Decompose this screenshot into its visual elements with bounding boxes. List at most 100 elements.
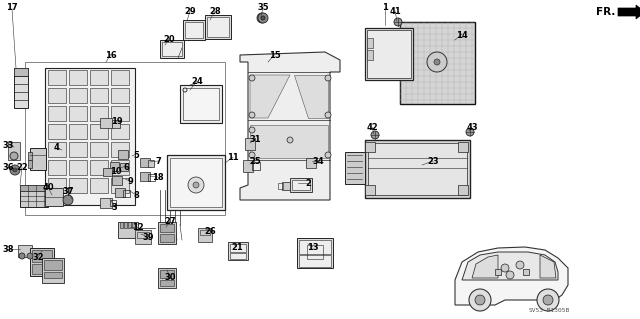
Bar xyxy=(183,20,205,40)
Bar xyxy=(160,224,174,232)
Bar xyxy=(367,30,411,78)
Circle shape xyxy=(10,165,20,175)
Bar xyxy=(30,148,46,170)
Bar xyxy=(69,70,87,85)
Polygon shape xyxy=(240,52,340,200)
Text: 5: 5 xyxy=(133,151,139,160)
Circle shape xyxy=(287,137,293,143)
Bar xyxy=(365,142,375,152)
Circle shape xyxy=(249,112,255,118)
Bar xyxy=(48,106,66,121)
Text: 11: 11 xyxy=(227,153,239,162)
Bar xyxy=(162,42,182,56)
Text: 22: 22 xyxy=(16,164,28,173)
Text: 8: 8 xyxy=(133,191,139,201)
Bar xyxy=(180,85,222,123)
Bar xyxy=(148,160,154,167)
Text: 27: 27 xyxy=(164,218,176,226)
Bar xyxy=(111,178,129,193)
Bar xyxy=(111,142,129,157)
Bar xyxy=(228,242,248,260)
Bar xyxy=(230,253,246,259)
Bar xyxy=(282,182,290,190)
Bar xyxy=(103,168,112,176)
Text: 23: 23 xyxy=(427,158,439,167)
Text: 41: 41 xyxy=(389,8,401,17)
Bar xyxy=(345,152,365,184)
Bar xyxy=(118,222,138,238)
Circle shape xyxy=(19,253,25,259)
Bar xyxy=(14,68,28,76)
Circle shape xyxy=(261,16,265,20)
Bar xyxy=(458,185,468,195)
Text: 18: 18 xyxy=(152,174,164,182)
Bar xyxy=(367,50,373,60)
Text: 25: 25 xyxy=(249,158,261,167)
Bar xyxy=(45,68,135,205)
Bar xyxy=(20,185,48,207)
Bar xyxy=(69,160,87,175)
Text: 29: 29 xyxy=(184,8,196,17)
Bar xyxy=(140,158,150,167)
Bar xyxy=(160,270,174,278)
Circle shape xyxy=(516,261,524,269)
Bar xyxy=(170,158,222,207)
Bar xyxy=(245,138,255,150)
Text: 2: 2 xyxy=(305,180,311,189)
Circle shape xyxy=(257,150,267,160)
Circle shape xyxy=(469,289,491,311)
Bar xyxy=(365,28,413,80)
Circle shape xyxy=(249,127,255,133)
Bar xyxy=(306,158,316,168)
Bar xyxy=(252,162,260,170)
Bar xyxy=(111,124,129,139)
Bar xyxy=(299,255,331,267)
Bar xyxy=(297,238,333,268)
Polygon shape xyxy=(462,252,558,280)
Bar xyxy=(111,106,129,121)
Bar xyxy=(167,155,225,210)
Bar xyxy=(207,17,229,37)
Text: 13: 13 xyxy=(307,243,319,253)
Polygon shape xyxy=(540,255,556,278)
Bar xyxy=(115,188,125,197)
Bar xyxy=(365,185,375,195)
Text: FR.: FR. xyxy=(596,7,616,17)
Bar xyxy=(367,38,373,48)
Bar xyxy=(90,88,108,103)
Circle shape xyxy=(434,59,440,65)
Bar xyxy=(90,106,108,121)
Text: 34: 34 xyxy=(312,158,324,167)
Bar xyxy=(48,124,66,139)
Bar xyxy=(18,245,32,257)
Text: 21: 21 xyxy=(231,243,243,253)
Circle shape xyxy=(260,153,264,157)
Text: 4: 4 xyxy=(53,144,59,152)
Bar xyxy=(8,142,20,160)
Circle shape xyxy=(427,52,447,72)
Circle shape xyxy=(260,16,264,20)
Bar xyxy=(28,160,32,168)
Bar xyxy=(45,188,63,206)
Polygon shape xyxy=(250,125,328,158)
Text: 26: 26 xyxy=(204,227,216,236)
Bar xyxy=(243,160,253,172)
Bar xyxy=(230,244,246,252)
Bar xyxy=(158,268,176,288)
Text: 15: 15 xyxy=(269,50,281,60)
Text: 32: 32 xyxy=(32,254,44,263)
Circle shape xyxy=(475,295,485,305)
Bar xyxy=(200,230,210,235)
Circle shape xyxy=(371,131,379,139)
Bar xyxy=(28,152,32,160)
Text: 36: 36 xyxy=(2,164,14,173)
Bar xyxy=(42,258,64,283)
Text: 39: 39 xyxy=(142,234,154,242)
Bar xyxy=(110,162,119,171)
Bar xyxy=(111,70,129,85)
Polygon shape xyxy=(250,75,290,118)
Circle shape xyxy=(506,271,514,279)
Bar xyxy=(111,160,129,175)
Bar xyxy=(278,183,283,189)
Bar xyxy=(48,142,66,157)
